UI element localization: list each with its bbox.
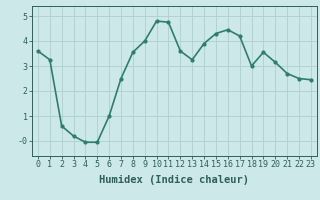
X-axis label: Humidex (Indice chaleur): Humidex (Indice chaleur) <box>100 175 249 185</box>
